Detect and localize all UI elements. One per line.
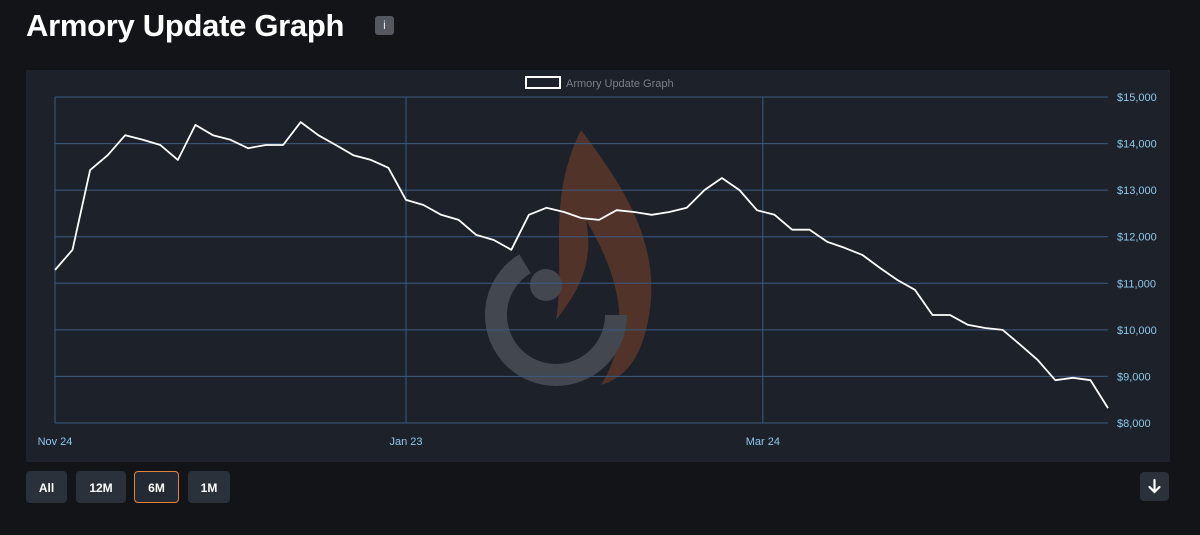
download-icon bbox=[1148, 478, 1161, 494]
y-tick-label: $9,000 bbox=[1117, 371, 1151, 383]
watermark bbox=[485, 130, 652, 386]
page-title: Armory Update Graph bbox=[26, 8, 345, 43]
y-tick-label: $11,000 bbox=[1117, 278, 1156, 290]
download-button[interactable] bbox=[1140, 472, 1169, 501]
y-tick-label: $13,000 bbox=[1117, 185, 1157, 197]
y-tick-label: $10,000 bbox=[1117, 325, 1157, 337]
range-button[interactable]: All bbox=[26, 471, 67, 503]
range-button[interactable]: 1M bbox=[188, 471, 230, 503]
x-tick-label: Nov 24 bbox=[38, 436, 73, 448]
x-tick-label: Jan 23 bbox=[389, 436, 422, 448]
chart: Armory Update Graph $8,000 $9,000 $10,000 $1… bbox=[26, 70, 1170, 462]
x-tick-label: Mar 24 bbox=[746, 436, 780, 448]
data-line bbox=[54, 121, 1109, 409]
info-icon[interactable]: i bbox=[375, 16, 394, 35]
y-tick-label: $8,000 bbox=[1117, 418, 1151, 430]
y-tick-label: $12,000 bbox=[1117, 232, 1157, 244]
y-tick-label: $15,000 bbox=[1117, 92, 1157, 104]
range-button[interactable]: 6M bbox=[134, 471, 179, 503]
legend-swatch bbox=[525, 76, 561, 89]
range-button[interactable]: 12M bbox=[76, 471, 126, 503]
y-tick-label: $14,000 bbox=[1117, 139, 1157, 151]
chart-background bbox=[26, 70, 1170, 462]
legend-label: Armory Update Graph bbox=[566, 78, 674, 90]
